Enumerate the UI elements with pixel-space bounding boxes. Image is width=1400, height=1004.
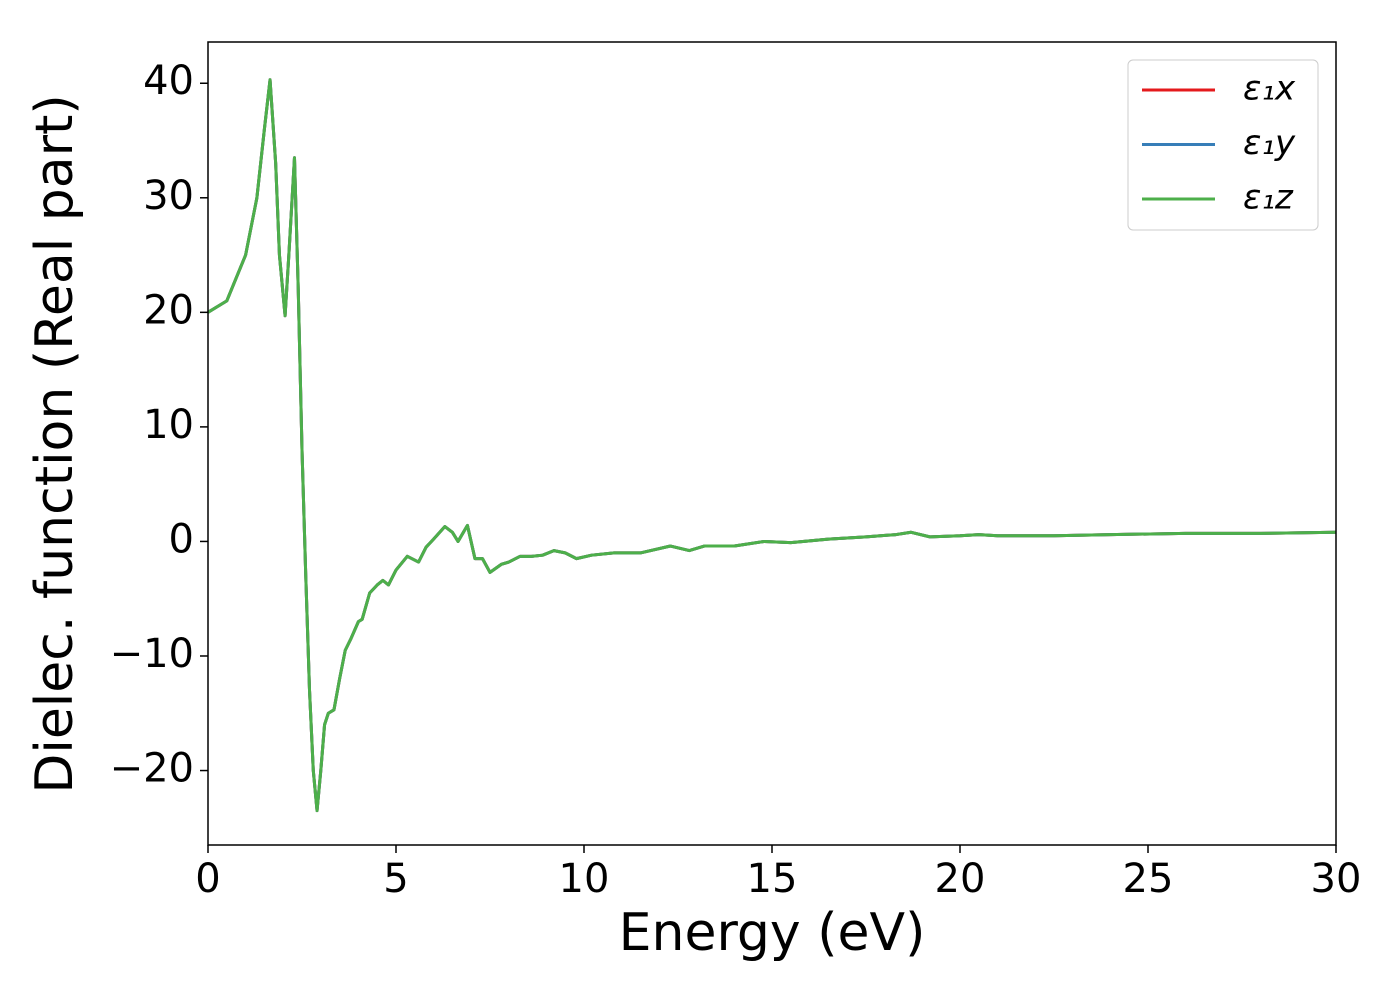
x-tick-label: 15 <box>747 856 798 902</box>
y-tick-label: 20 <box>143 287 194 333</box>
y-tick-label: −20 <box>110 746 194 792</box>
x-tick-label: 25 <box>1123 856 1174 902</box>
y-tick-label: −10 <box>110 631 194 677</box>
x-axis-label: Energy (eV) <box>619 903 926 963</box>
legend-label: ε₁z <box>1243 178 1294 218</box>
x-tick-label: 30 <box>1311 856 1362 902</box>
legend-box <box>1127 59 1319 231</box>
y-tick-label: 10 <box>143 402 194 448</box>
y-tick-label: 0 <box>169 516 194 562</box>
data-line <box>207 78 1337 813</box>
plot-frame <box>207 41 1337 846</box>
legend-label: ε₁y <box>1243 123 1296 163</box>
x-tick-label: 10 <box>559 856 610 902</box>
y-axis-label: Dielec. function (Real part) <box>25 94 85 793</box>
x-tick-label: 20 <box>935 856 986 902</box>
y-tick-label: 30 <box>143 173 194 219</box>
x-tick-label: 0 <box>195 856 220 902</box>
x-tick-label: 5 <box>383 856 408 902</box>
y-tick-label: 40 <box>143 58 194 104</box>
legend-label: ε₁x <box>1243 69 1296 109</box>
